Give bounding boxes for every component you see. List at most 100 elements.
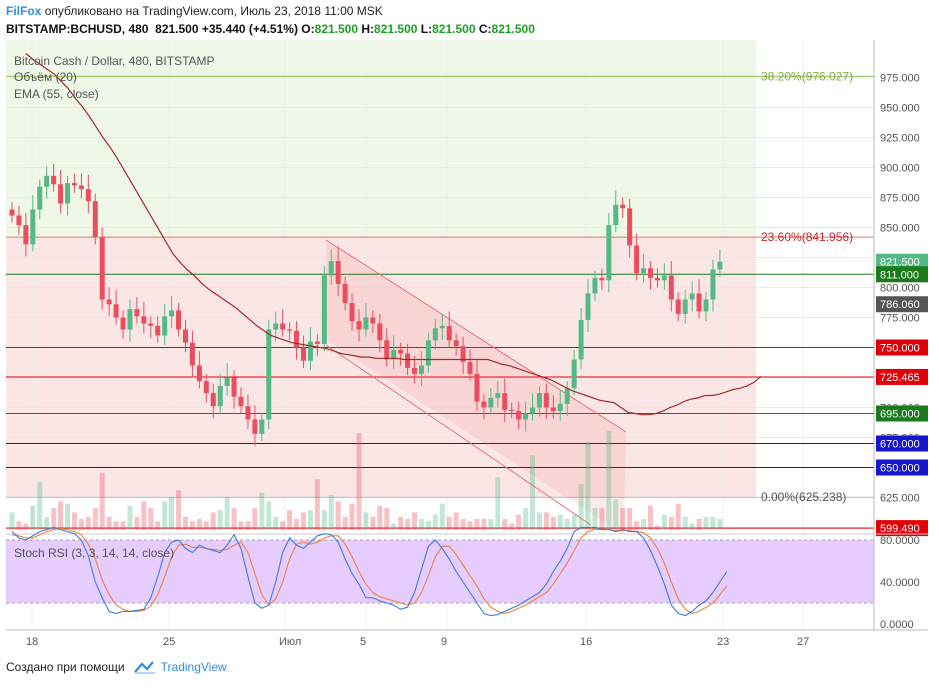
volume-bar <box>391 523 397 530</box>
volume-bar <box>370 516 376 530</box>
volume-bar <box>405 519 411 530</box>
volume-bar <box>474 519 480 530</box>
price-tick-label: 775.000 <box>880 313 920 325</box>
author-brand[interactable]: FilFox <box>6 4 42 18</box>
candle-body <box>641 268 647 274</box>
volume-bar <box>488 519 494 530</box>
candle-body <box>668 275 674 300</box>
volume-bar <box>536 512 542 530</box>
volume-bar <box>314 479 320 530</box>
price-tag-label: 670.000 <box>880 439 920 451</box>
price-tag <box>876 253 928 270</box>
volume-bar <box>613 499 619 530</box>
candle-body <box>328 261 334 276</box>
candle-body <box>342 283 348 304</box>
volume-bar <box>675 503 681 530</box>
stoch-axis-label: 0.0000 <box>880 619 914 631</box>
candle-body <box>578 319 584 360</box>
tradingview-link[interactable]: TradingView <box>133 660 227 674</box>
volume-bar <box>696 519 702 530</box>
candle-body <box>113 304 119 318</box>
volume-bar <box>224 497 230 530</box>
volume-bar <box>550 516 556 530</box>
volume-bar <box>599 508 605 530</box>
volume-bar <box>141 501 147 530</box>
candle-body <box>398 349 404 354</box>
candle-body <box>224 377 230 386</box>
price-tag-label: 821.500 <box>880 257 920 269</box>
volume-bar <box>273 516 279 530</box>
volume-bar <box>252 508 258 530</box>
fib-level-label: 38.20%(976.027) <box>761 69 853 83</box>
candle-body <box>412 367 418 374</box>
volume-bar <box>106 516 112 530</box>
candle-body <box>689 293 695 300</box>
fib-zone-lower <box>6 237 756 498</box>
volume-bar <box>495 477 501 530</box>
publish-header: FilFox опубликовано на TradingView.com, … <box>6 4 383 18</box>
stoch-legend: Stoch RSI (3, 3, 14, 14, close) <box>14 546 175 560</box>
price-tag-label: 811.000 <box>880 269 919 281</box>
volume-bar <box>162 501 168 530</box>
candle-body <box>238 396 244 407</box>
fib-level-label: 0.00%(625.238) <box>761 490 846 504</box>
volume-bar <box>148 508 154 530</box>
candle-body <box>516 411 522 420</box>
volume-bar <box>99 472 105 530</box>
volume-bar <box>189 521 195 530</box>
volume-bar <box>210 512 216 530</box>
volume-bar <box>453 512 459 530</box>
candle-body <box>294 330 300 348</box>
candle-body <box>356 321 362 330</box>
volume-bar <box>16 521 22 530</box>
candle-body <box>335 261 341 284</box>
volume-bar <box>710 516 716 530</box>
candle-body <box>488 397 494 408</box>
candle-body <box>405 353 411 368</box>
volume-bar <box>530 455 535 530</box>
volume-bar <box>543 512 549 530</box>
candle-body <box>523 413 529 420</box>
volume-bar <box>578 483 584 530</box>
volume-bar <box>196 519 202 530</box>
price-tick-label: 950.000 <box>880 103 920 115</box>
price-tick-label: 800.000 <box>880 283 920 295</box>
candle-body <box>162 316 168 336</box>
time-tick-label: 23 <box>717 636 729 648</box>
volume-bar <box>606 431 612 530</box>
candle-body <box>654 277 660 281</box>
volume-bar <box>92 508 98 530</box>
created-with-text: Создано при помощи <box>6 660 125 674</box>
price-tag <box>876 405 928 422</box>
volume-bar <box>176 490 182 530</box>
tradingview-link-text: TradingView <box>160 660 227 674</box>
volume-bar <box>564 519 570 530</box>
candle-body <box>703 299 709 312</box>
price-tag <box>876 339 928 356</box>
volume-bar <box>585 442 591 530</box>
volume-bar <box>335 501 341 530</box>
volume-bar <box>654 525 660 530</box>
volume-bar <box>307 510 313 530</box>
candle-body <box>391 349 397 360</box>
volume-bar <box>557 514 563 530</box>
candle-body <box>273 323 279 330</box>
open-value: 821.500 <box>314 22 359 36</box>
fib-zone-top <box>6 40 756 77</box>
price-tick-label: 625.000 <box>880 493 920 505</box>
ohlc-header: BITSTAMP:BCHUSD, 480 821.500 +35.440 (+4… <box>6 22 535 36</box>
volume-bar <box>432 514 438 530</box>
price-tick-label: 925.000 <box>880 133 920 145</box>
candle-body <box>377 323 383 341</box>
candle-body <box>44 175 50 187</box>
candle-body <box>363 317 369 330</box>
volume-bar <box>509 523 515 530</box>
volume-bar <box>647 505 653 530</box>
high-label: H: <box>361 22 375 36</box>
candle-body <box>349 303 355 322</box>
volume-bar <box>398 516 404 530</box>
price-chart[interactable]: 975.000 950.000 925.000 900.000 875.000 850.0… <box>6 40 929 650</box>
stoch-axis-label: 40.0000 <box>880 577 920 589</box>
volume-bar <box>294 519 300 530</box>
volume-bar <box>169 497 175 530</box>
